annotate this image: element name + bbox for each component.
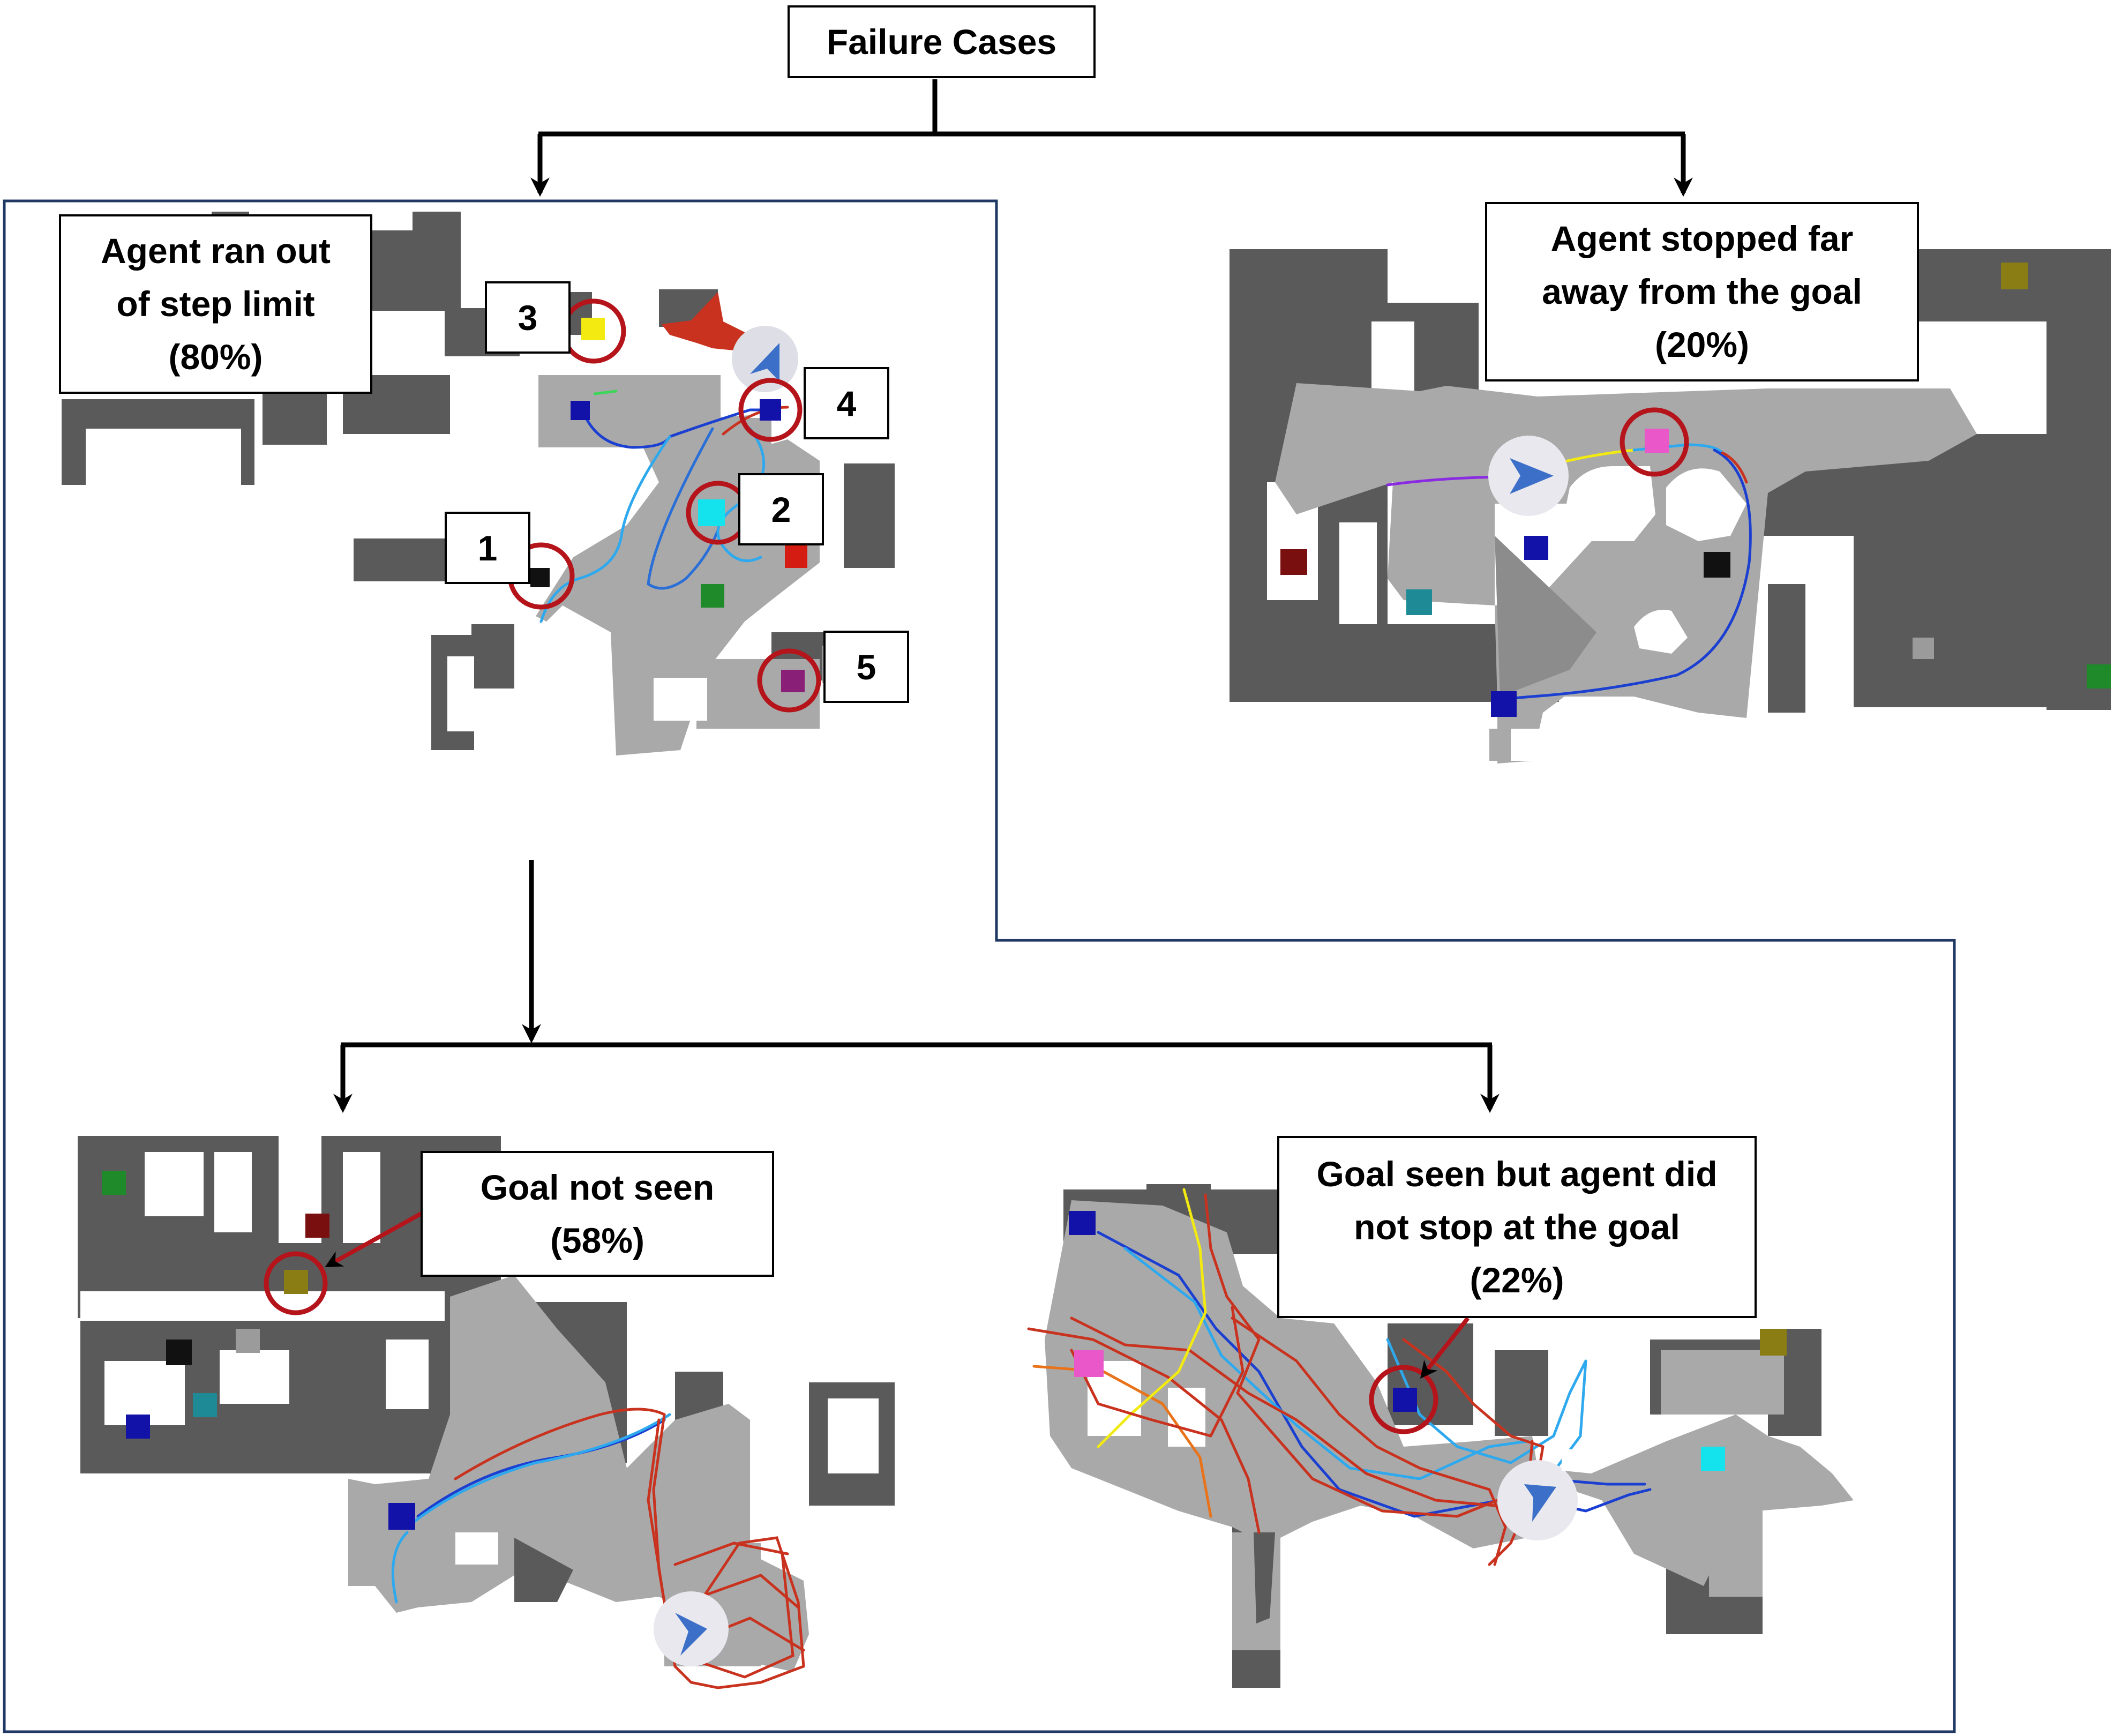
step-limit-branch-frame (3, 199, 1956, 1733)
root-label-text: Failure Cases (826, 21, 1057, 62)
goal-marker-4-text: 4 (836, 383, 857, 423)
stopped-far-line-2: away from the goal (1542, 272, 1862, 311)
step-limit-line-3: (80%) (168, 337, 263, 377)
goal-not-seen-line-1: Goal not seen (480, 1167, 715, 1207)
goal-seen-line-2: not stop at the goal (1354, 1207, 1680, 1247)
goal-marker-3: 3 (485, 281, 571, 354)
step-limit-line-1: Agent ran out (101, 231, 331, 271)
goal-marker-2-text: 2 (771, 489, 791, 529)
tree-connectors (333, 79, 1693, 1113)
stopped-far-line-1: Agent stopped far (1550, 219, 1854, 258)
root-label-failure-cases: Failure Cases (788, 5, 1096, 78)
map-goal-seen (1027, 1184, 1854, 1688)
pointer-arrow-goal-not-seen (325, 1209, 427, 1268)
map-stopped-far (1230, 249, 2111, 764)
goal-marker-5-text: 5 (856, 647, 876, 687)
step-limit-line-2: of step limit (116, 284, 315, 324)
pointer-arrow-goal-seen (1420, 1316, 1470, 1379)
goal-not-seen-line-2: (58%) (550, 1220, 645, 1260)
goal-marker-1: 1 (445, 512, 530, 584)
goal-seen-line-3: (22%) (1470, 1260, 1564, 1300)
goal-marker-1-text: 1 (477, 528, 498, 568)
goal-not-seen-label: Goal not seen (58%) (421, 1151, 774, 1277)
stopped-far-line-3: (20%) (1654, 325, 1750, 364)
goal-marker-5: 5 (823, 631, 909, 703)
stopped-far-label: Agent stopped far away from the goal (20… (1485, 202, 1919, 381)
goal-marker-3-text: 3 (518, 297, 538, 338)
goal-marker-2: 2 (738, 473, 824, 545)
goal-marker-4: 4 (804, 367, 889, 439)
step-limit-label: Agent ran out of step limit (80%) (59, 214, 372, 394)
goal-seen-label: Goal seen but agent did not stop at the … (1277, 1136, 1757, 1318)
goal-seen-line-1: Goal seen but agent did (1316, 1154, 1718, 1194)
